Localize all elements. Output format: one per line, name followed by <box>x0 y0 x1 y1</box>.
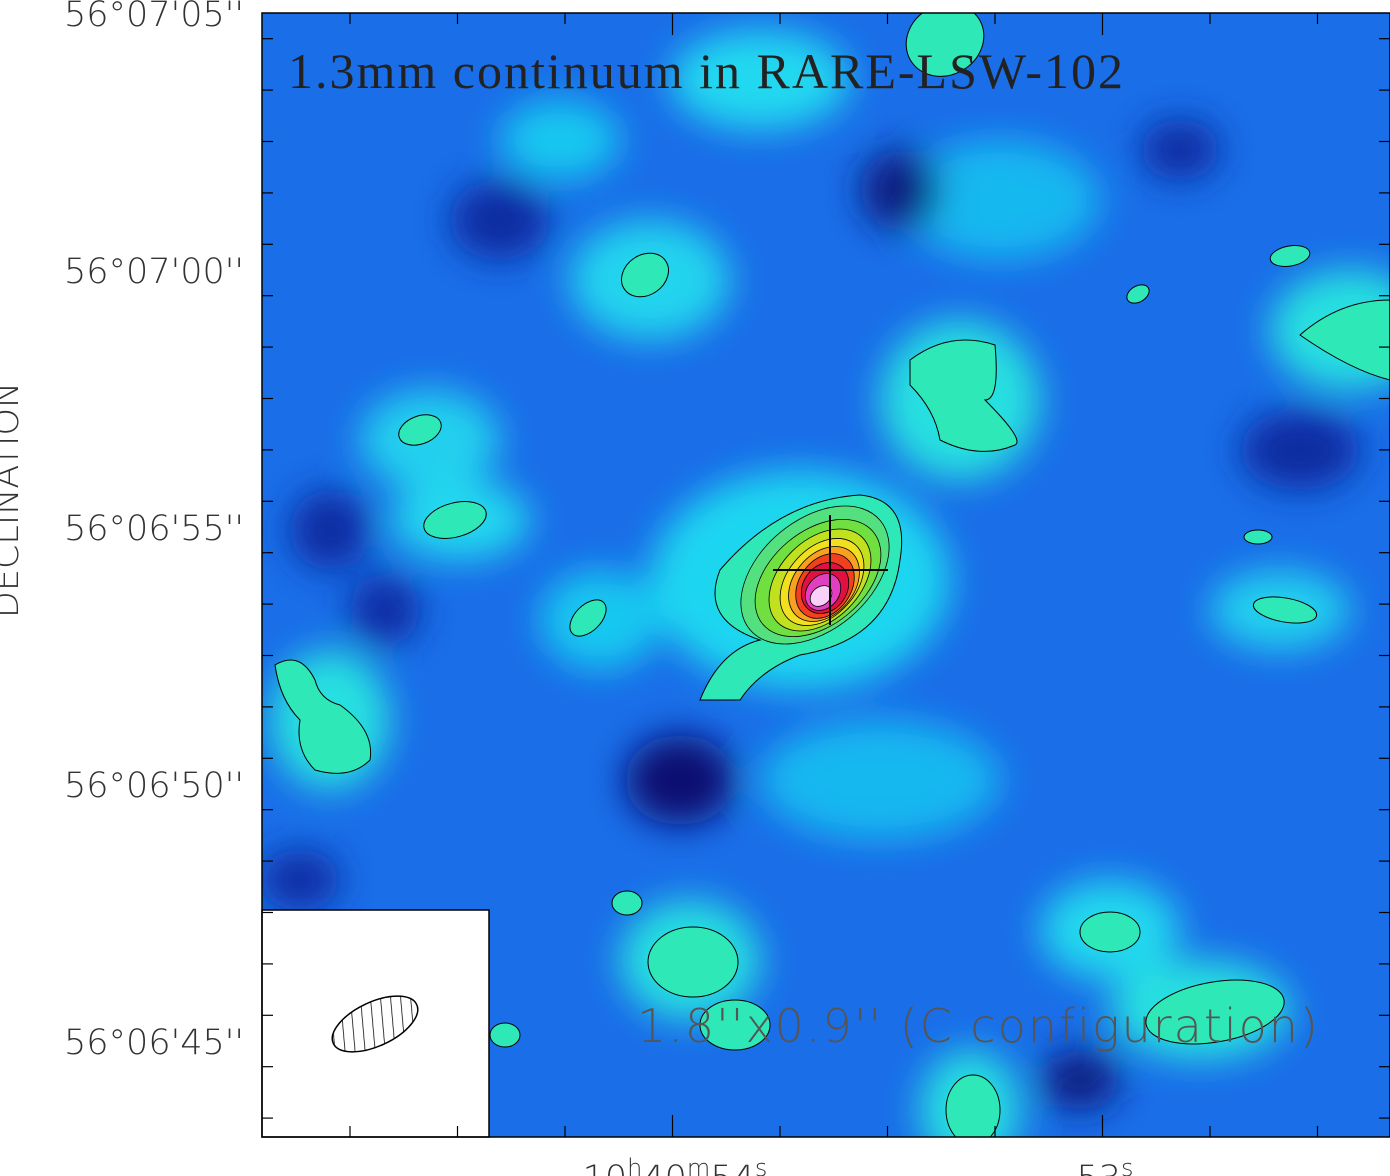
y-tick-label: 56°07'00'' <box>64 252 244 292</box>
figure: 1.3mm continuum in RARE-LSW-102 1.8''x0.… <box>0 0 1390 1176</box>
x-tick-label: 53s <box>1076 1154 1133 1176</box>
y-tick-label: 56°06'55'' <box>64 509 244 549</box>
y-tick-labels: 56°07'05'' 56°07'00'' 56°06'55'' 56°06'50''… <box>64 0 244 1063</box>
x-tick-number: 54 <box>710 1159 755 1176</box>
x-tick-unit: s <box>1121 1154 1134 1176</box>
y-axis-label: DECLINATION <box>0 382 27 618</box>
x-tick-number: 10 <box>583 1159 628 1176</box>
x-tick-number: 40 <box>642 1159 687 1176</box>
map-title: 1.3mm continuum in RARE-LSW-102 <box>288 43 1125 99</box>
x-tick-number: 53 <box>1076 1159 1121 1176</box>
beam-annotation: 1.8''x0.9'' (C configuration) <box>637 999 1320 1053</box>
x-tick-label: 10h40m54s <box>583 1154 768 1176</box>
x-tick-unit: h <box>627 1154 642 1176</box>
y-tick-label: 56°07'05'' <box>64 0 244 35</box>
x-tick-unit: m <box>687 1154 710 1176</box>
x-tick-unit: s <box>755 1154 768 1176</box>
beam-inset <box>262 910 489 1137</box>
y-tick-label: 56°06'50'' <box>64 766 244 806</box>
x-tick-labels: 10h40m54s53s <box>583 1154 1134 1176</box>
y-tick-label: 56°06'45'' <box>64 1023 244 1063</box>
